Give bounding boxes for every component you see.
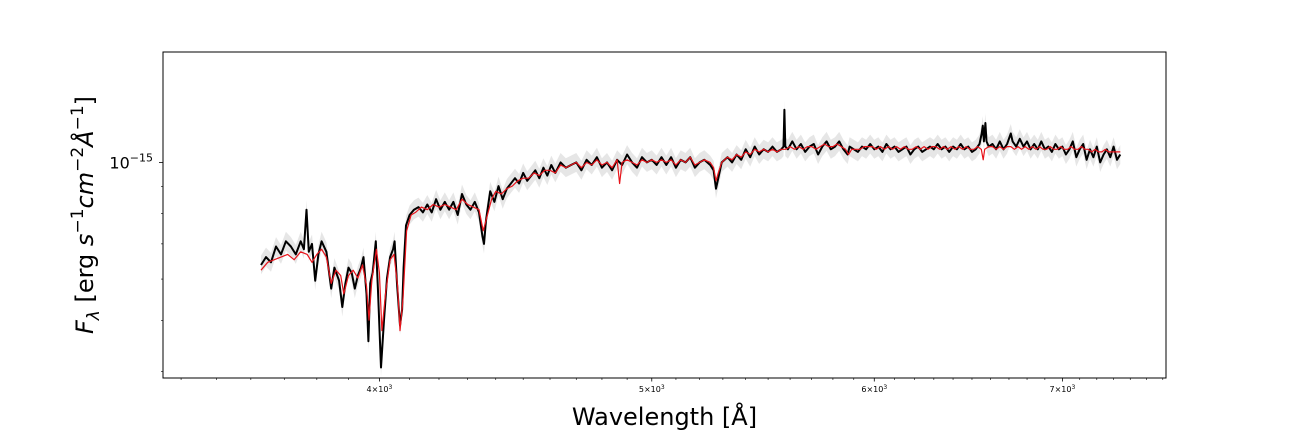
y-axis-title: Fλ [erg s−1cm−2Å−1] — [68, 96, 104, 334]
observed-spectrum-line — [260, 108, 1122, 369]
x-axis-ticks: 4×103 5×103 6×103 7×103 — [180, 378, 1164, 394]
y-axis-title-symbol: F — [71, 319, 99, 334]
y-axis-title-angstrom: Å — [70, 130, 99, 148]
x-tick-label: 5×103 — [639, 384, 665, 394]
y-axis-title-s: s — [71, 234, 99, 247]
x-axis-title: Wavelength [Å] — [572, 402, 757, 431]
plot-area — [260, 100, 1122, 377]
y-axis-title-s-exp: −1 — [68, 208, 88, 233]
x-tick-label: 6×103 — [861, 384, 887, 394]
y-axis-title-subscript: λ — [84, 310, 104, 321]
y-axis-title-a-exp: −1 — [68, 105, 88, 130]
y-axis-title-open: [erg — [71, 246, 99, 310]
axes-frame — [162, 51, 1167, 379]
y-axis-title-close: ] — [71, 96, 99, 105]
uncertainty-band — [261, 100, 1121, 377]
x-tick-label: 7×103 — [1050, 384, 1076, 394]
model-spectrum-line — [260, 143, 1121, 332]
x-tick-label: 4×103 — [367, 384, 393, 394]
y-axis-title-cm: cm — [71, 172, 99, 209]
y-tick-label: 10−15 — [109, 151, 153, 172]
y-axis-title-cm-exp: −2 — [68, 147, 88, 172]
y-axis-ticks: 10−15 — [109, 151, 163, 372]
